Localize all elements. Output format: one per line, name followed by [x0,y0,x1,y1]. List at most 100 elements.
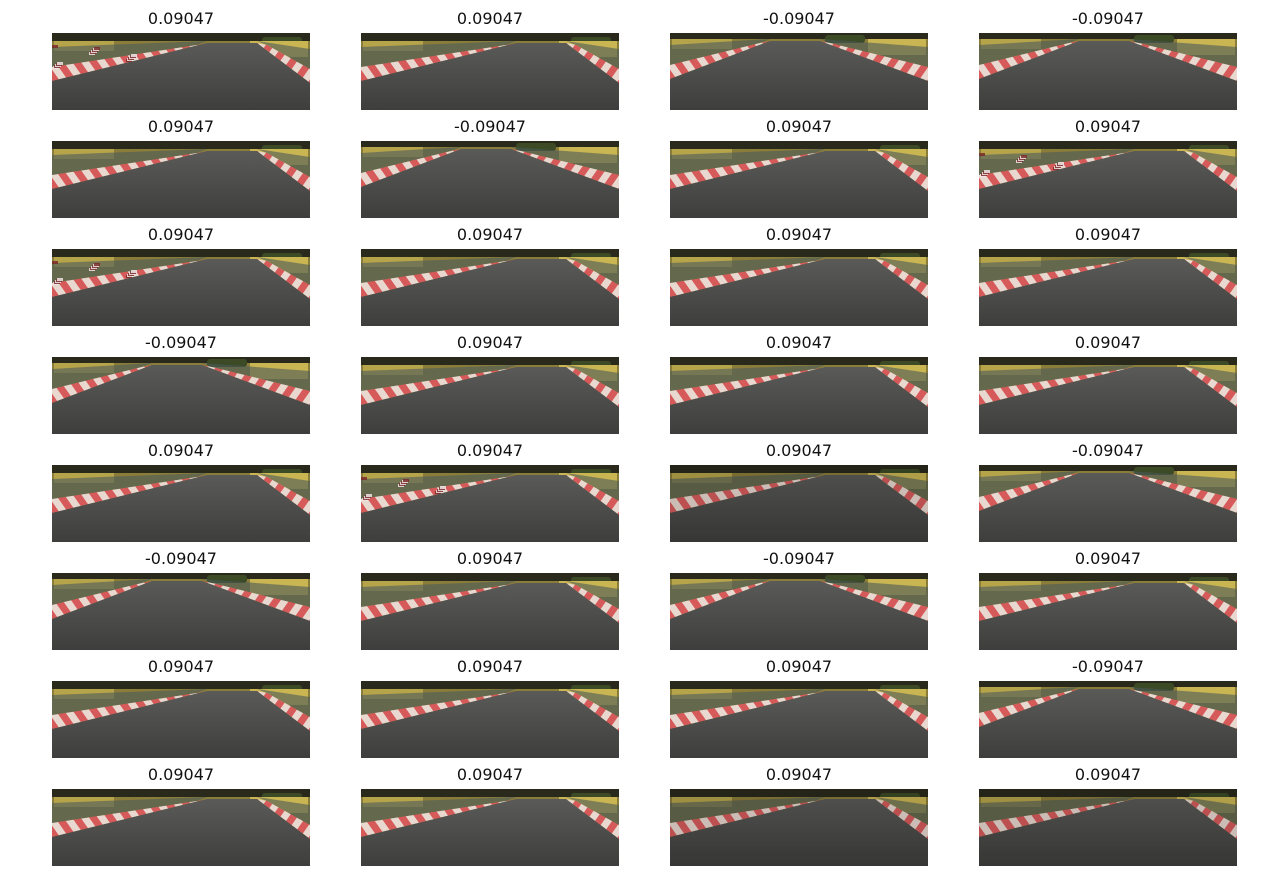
road [361,799,619,866]
steering-angle-label: 0.09047 [147,225,215,244]
road-camera-frame [670,465,928,542]
road-camera-frame [52,789,310,866]
road-camera-frame [52,141,310,218]
road [52,43,310,110]
steering-angle-label: -0.09047 [1072,657,1144,676]
image-cell: 0.09047 [52,762,310,866]
road-camera-frame [52,465,310,542]
steering-angle-label: 0.09047 [456,549,524,568]
road-camera-frame [979,573,1237,650]
road-camera-frame [361,357,619,434]
road-camera-frame [361,33,619,110]
road-camera-frame [670,573,928,650]
image-cell: 0.09047 [361,438,619,542]
road [670,259,928,326]
image-cell: 0.09047 [670,114,928,218]
steering-angle-label: 0.09047 [765,225,833,244]
image-cell: -0.09047 [979,654,1237,758]
road [670,41,928,110]
road [670,581,928,650]
image-cell: 0.09047 [670,654,928,758]
image-cell: 0.09047 [361,654,619,758]
road-camera-frame [361,681,619,758]
steering-angle-label: 0.09047 [765,441,833,460]
road [52,475,310,542]
road [361,691,619,758]
image-cell: -0.09047 [670,546,928,650]
road [979,799,1237,866]
steering-angle-label: -0.09047 [1072,9,1144,28]
image-cell: 0.09047 [52,438,310,542]
steering-angle-label: 0.09047 [147,441,215,460]
road [52,259,310,326]
image-cell: 0.09047 [979,222,1237,326]
steering-angle-label: 0.09047 [456,225,524,244]
image-cell: 0.09047 [670,438,928,542]
image-cell: -0.09047 [979,438,1237,542]
road-camera-frame [979,357,1237,434]
image-cell: 0.09047 [361,222,619,326]
image-cell: 0.09047 [670,330,928,434]
road-camera-frame [670,789,928,866]
road-camera-frame [979,465,1237,542]
image-cell: 0.09047 [979,546,1237,650]
steering-angle-label: -0.09047 [763,549,835,568]
image-cell: 0.09047 [979,762,1237,866]
road [361,259,619,326]
road [361,475,619,542]
road [670,475,928,542]
image-cell: 0.09047 [52,6,310,110]
road-camera-frame [670,141,928,218]
road-camera-frame [361,141,619,218]
steering-angle-label: -0.09047 [145,549,217,568]
steering-angle-label: -0.09047 [454,117,526,136]
steering-angle-label: 0.09047 [456,333,524,352]
image-cell: 0.09047 [670,762,928,866]
road [670,151,928,218]
road-camera-frame [670,249,928,326]
road [670,691,928,758]
image-cell: -0.09047 [52,546,310,650]
image-cell: 0.09047 [361,546,619,650]
road-camera-frame [361,789,619,866]
steering-angle-label: 0.09047 [147,765,215,784]
image-cell: 0.09047 [361,762,619,866]
road-camera-frame [52,249,310,326]
road [979,259,1237,326]
road-camera-frame [979,33,1237,110]
road-camera-frame [979,789,1237,866]
image-cell: 0.09047 [670,222,928,326]
steering-angle-label: 0.09047 [1074,765,1142,784]
steering-angle-label: 0.09047 [765,657,833,676]
road [979,151,1237,218]
steering-angle-label: -0.09047 [1072,441,1144,460]
image-cell: 0.09047 [52,654,310,758]
image-cell: -0.09047 [670,6,928,110]
road [361,583,619,650]
road-camera-frame [670,681,928,758]
steering-angle-label: 0.09047 [1074,225,1142,244]
steering-angle-label: -0.09047 [145,333,217,352]
steering-angle-label: 0.09047 [147,657,215,676]
road-camera-frame [52,573,310,650]
road [979,473,1237,542]
steering-angle-label: 0.09047 [147,9,215,28]
road-camera-frame [361,465,619,542]
road [361,43,619,110]
steering-angle-label: 0.09047 [456,765,524,784]
steering-angle-label: 0.09047 [765,765,833,784]
steering-angle-label: 0.09047 [1074,549,1142,568]
image-cell: 0.09047 [52,222,310,326]
steering-angle-label: 0.09047 [456,441,524,460]
road-camera-frame [979,681,1237,758]
road [52,581,310,650]
road [670,367,928,434]
road-camera-frame [361,249,619,326]
image-cell: 0.09047 [361,330,619,434]
road [361,149,619,218]
road [670,799,928,866]
steering-angle-label: -0.09047 [763,9,835,28]
road-camera-frame [52,357,310,434]
road-camera-frame [670,33,928,110]
steering-angle-label: 0.09047 [765,117,833,136]
